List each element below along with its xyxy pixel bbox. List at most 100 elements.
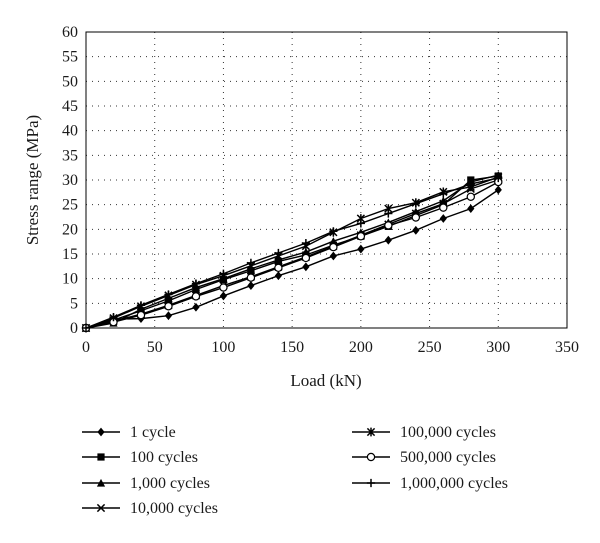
y-axis-ticks: 0 5 10 15 20 25 30 35 40 45 50 55 60 xyxy=(62,24,78,337)
data-point xyxy=(329,237,338,245)
data-point xyxy=(192,302,200,312)
data-point xyxy=(439,189,448,198)
y-tick-label: 35 xyxy=(62,147,78,164)
legend-label: 1 cycle xyxy=(130,424,176,441)
y-axis-title: Stress range (MPa) xyxy=(23,115,42,245)
legend: 1 cycle 100 cycles 1,000 cycles 10,000 cycl… xyxy=(82,424,508,517)
data-point xyxy=(411,199,420,208)
series-line-2 xyxy=(85,174,499,329)
data-point xyxy=(356,219,365,228)
series-6 xyxy=(81,173,503,333)
series-line-3 xyxy=(85,179,499,329)
legend-marker xyxy=(366,478,376,488)
y-tick-label: 0 xyxy=(70,320,78,337)
data-point xyxy=(136,301,146,310)
data-point xyxy=(301,247,310,256)
data-point xyxy=(356,232,366,241)
plot-area-frame xyxy=(85,31,568,329)
data-point xyxy=(191,279,201,288)
x-axis-ticks: 0 50 100 150 200 250 300 350 xyxy=(82,339,579,356)
y-tick-label: 60 xyxy=(62,24,78,41)
legend-marker xyxy=(366,427,376,437)
series-group xyxy=(81,170,503,333)
legend-marker xyxy=(96,478,106,487)
legend-marker xyxy=(96,503,106,513)
y-tick-label: 30 xyxy=(62,172,78,189)
x-axis-title: Load (kN) xyxy=(290,371,361,390)
data-point xyxy=(412,225,420,235)
data-point xyxy=(301,253,311,263)
legend-label: 100 cycles xyxy=(130,449,198,466)
data-point xyxy=(219,291,228,301)
data-point xyxy=(384,235,392,245)
data-point xyxy=(439,203,448,212)
x-tick-label: 200 xyxy=(349,339,373,356)
y-tick-label: 40 xyxy=(62,123,78,140)
data-point xyxy=(164,311,173,321)
data-point xyxy=(411,213,421,222)
x-tick-label: 300 xyxy=(486,339,510,356)
x-tick-label: 50 xyxy=(147,339,163,356)
data-point xyxy=(384,209,393,218)
series-5 xyxy=(81,177,503,333)
y-tick-label: 20 xyxy=(62,221,78,238)
data-point xyxy=(81,323,91,333)
data-point xyxy=(219,283,228,292)
series-line-0 xyxy=(85,189,499,329)
x-tick-label: 100 xyxy=(211,339,235,356)
legend-item: 100,000 cycles xyxy=(352,424,496,441)
data-point xyxy=(494,185,502,195)
legend-item: 1 cycle xyxy=(82,424,176,441)
y-tick-label: 55 xyxy=(62,49,78,66)
data-point xyxy=(466,179,475,189)
data-point xyxy=(302,262,310,272)
data-point xyxy=(329,227,338,236)
grid-lines xyxy=(86,32,567,328)
series-line-6 xyxy=(85,177,499,329)
data-point xyxy=(466,192,475,201)
data-point xyxy=(329,251,337,261)
series-line-1 xyxy=(85,175,499,329)
x-tick-label: 0 xyxy=(82,339,90,356)
data-point xyxy=(246,273,256,282)
data-point xyxy=(301,239,310,248)
data-point xyxy=(467,204,475,214)
data-point xyxy=(357,244,365,254)
x-tick-label: 150 xyxy=(280,339,304,356)
data-point xyxy=(494,173,503,183)
y-tick-label: 50 xyxy=(62,73,78,90)
data-point xyxy=(109,313,118,322)
legend-marker xyxy=(366,452,376,462)
legend-item: 500,000 cycles xyxy=(352,449,496,466)
legend-item: 100 cycles xyxy=(82,449,198,466)
data-point xyxy=(439,214,447,223)
x-tick-label: 250 xyxy=(418,339,442,356)
data-point xyxy=(247,281,255,290)
data-point xyxy=(384,221,393,230)
y-tick-label: 45 xyxy=(62,98,78,115)
series-0 xyxy=(82,185,502,333)
legend-item: 10,000 cycles xyxy=(82,500,218,517)
legend-item: 1,000,000 cycles xyxy=(352,475,508,492)
data-point xyxy=(219,269,228,278)
data-point xyxy=(164,302,173,311)
legend-label: 10,000 cycles xyxy=(130,500,218,517)
data-point xyxy=(164,290,173,299)
legend-marker xyxy=(97,427,105,437)
series-line-5 xyxy=(85,181,499,329)
data-point xyxy=(246,258,256,267)
legend-item: 1,000 cycles xyxy=(82,475,210,492)
y-tick-label: 15 xyxy=(62,246,78,263)
legend-label: 1,000,000 cycles xyxy=(400,475,508,492)
legend-label: 1,000 cycles xyxy=(130,475,210,492)
data-point xyxy=(274,271,282,281)
data-point xyxy=(136,310,146,320)
y-tick-label: 10 xyxy=(62,271,78,288)
data-point xyxy=(329,242,338,252)
data-point xyxy=(191,292,201,301)
x-tick-label: 350 xyxy=(555,339,579,356)
y-tick-label: 5 xyxy=(70,295,78,312)
legend-label: 100,000 cycles xyxy=(400,424,496,441)
legend-marker xyxy=(97,453,105,461)
